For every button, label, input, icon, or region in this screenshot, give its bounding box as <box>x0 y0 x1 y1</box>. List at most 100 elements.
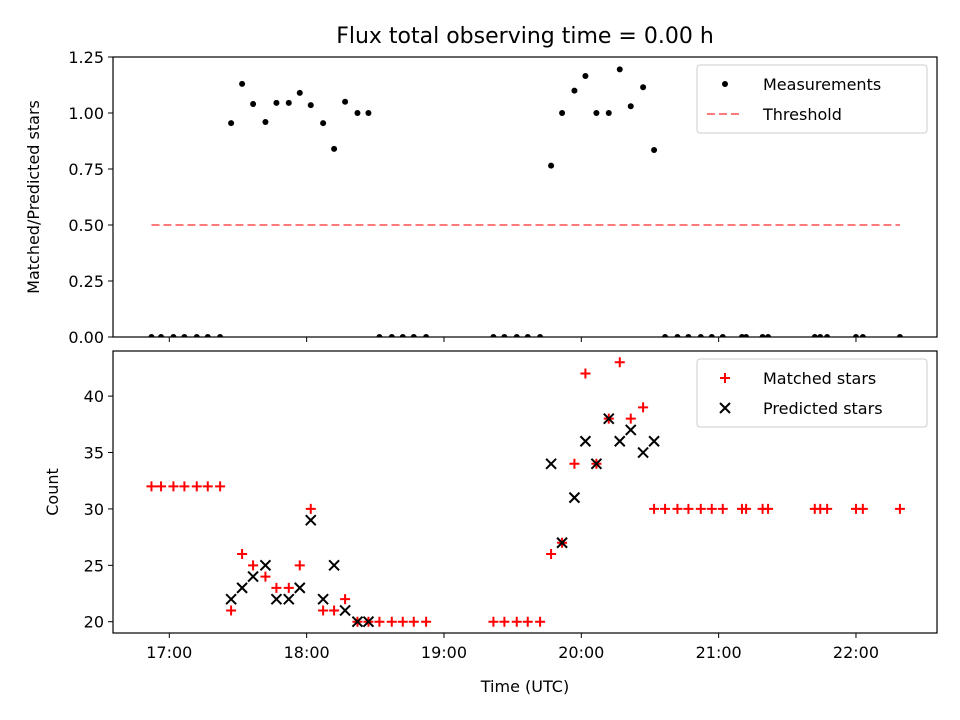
legend-box <box>696 64 928 134</box>
measurement-point <box>250 101 257 108</box>
measurement-point <box>743 334 750 337</box>
matched-star-point <box>546 549 557 560</box>
legend: Matched stars Predicted stars <box>696 358 928 428</box>
matched-star-point <box>248 560 259 571</box>
measurement-point <box>524 334 531 337</box>
predicted-star-point <box>362 616 375 628</box>
y-tick-label: 0.75 <box>68 160 104 179</box>
measurement-point <box>627 103 634 110</box>
matched-star-point <box>260 571 271 582</box>
y-tick-label: 1.00 <box>68 104 104 123</box>
plot-area <box>146 357 905 628</box>
matched-star-point <box>191 481 202 492</box>
top-panel: 0.00 0.25 0.50 0.75 1.00 1.25 Matched/Predicte… <box>24 48 938 347</box>
matched-star-point <box>763 503 774 514</box>
predicted-star-point <box>590 458 603 470</box>
matched-star-point <box>649 503 660 514</box>
plot-area <box>148 66 903 337</box>
predicted-star-point <box>236 582 248 594</box>
measurement-point <box>501 334 508 337</box>
measurement-point <box>811 334 818 337</box>
predicted-star-point <box>351 616 364 628</box>
predicted-star-point <box>283 593 295 605</box>
matched-star-point <box>397 616 408 627</box>
measurement-point <box>285 99 292 106</box>
matched-star-point <box>329 605 340 616</box>
matched-star-point <box>386 616 397 627</box>
measurement-point <box>148 334 155 337</box>
predicted-star-point <box>603 412 615 425</box>
matched-star-point <box>305 503 316 514</box>
measurement-point <box>817 334 824 337</box>
measurement-point <box>410 334 417 337</box>
measurement-point <box>605 110 612 116</box>
matched-star-point <box>179 481 190 492</box>
predicted-star-point <box>339 604 351 617</box>
legend-matched-marker <box>720 373 730 383</box>
measurement-point <box>296 89 303 96</box>
matched-star-point <box>857 503 868 514</box>
y-axis-label: Count <box>43 468 62 516</box>
measurement-point <box>399 334 406 337</box>
measurement-point <box>204 334 211 337</box>
matched-star-point <box>535 616 546 627</box>
matched-star-point <box>522 616 533 627</box>
matched-star-point <box>706 503 717 514</box>
matched-star-point <box>202 481 213 492</box>
matched-star-point <box>294 560 305 571</box>
matched-star-point <box>683 503 694 514</box>
matched-star-point <box>421 616 432 627</box>
measurement-point <box>217 334 224 337</box>
legend-predicted-marker <box>719 402 731 414</box>
measurement-point <box>697 334 704 337</box>
matched-star-point <box>638 402 649 413</box>
measurement-point <box>859 334 866 337</box>
legend-box <box>696 358 928 428</box>
matched-star-point <box>580 368 591 379</box>
predicted-star-point <box>637 446 649 459</box>
matched-star-point <box>146 481 157 492</box>
matched-star-point <box>614 357 625 368</box>
measurement-point <box>548 162 555 169</box>
matched-star-point <box>511 616 522 627</box>
matched-star-point <box>741 503 752 514</box>
measurement-point <box>181 334 188 337</box>
predicted-star-point <box>648 435 660 447</box>
legend-label: Measurements <box>763 75 881 94</box>
matched-star-point <box>237 549 248 560</box>
predicted-star-point <box>270 593 283 605</box>
measurement-point <box>170 334 177 337</box>
matched-star-point <box>894 503 905 514</box>
matched-star-point <box>672 503 683 514</box>
measurement-point <box>640 84 647 91</box>
bottom-panel: 20 25 30 35 40 17:00 18:00 19:00 20:00 21:00 22:00… <box>43 350 938 696</box>
matched-star-point <box>488 616 499 627</box>
measurement-point <box>273 99 280 106</box>
matched-star-point <box>822 503 833 514</box>
matched-star-point <box>168 481 179 492</box>
matched-star-point <box>569 458 580 469</box>
matched-star-point <box>156 481 167 492</box>
predicted-star-point <box>305 514 317 526</box>
matched-star-point <box>625 413 636 424</box>
axes-frame <box>112 350 938 634</box>
legend-measurement-marker <box>722 81 728 87</box>
matched-star-point <box>215 481 226 492</box>
predicted-star-point <box>294 582 306 594</box>
predicted-star-point <box>568 491 581 504</box>
legend: Measurements Threshold <box>696 64 928 134</box>
x-tick-label: 21:00 <box>696 643 742 662</box>
matched-star-point <box>695 503 706 514</box>
predicted-star-point <box>614 435 626 447</box>
y-tick-label: 40 <box>84 387 104 406</box>
y-axis-label: Matched/Predicted stars <box>24 100 43 294</box>
predicted-star-point <box>545 458 557 470</box>
x-tick-label: 22:00 <box>833 643 879 662</box>
measurement-point <box>307 102 314 109</box>
matched-star-point <box>283 582 294 593</box>
measurement-point <box>354 110 361 116</box>
x-tick-label: 19:00 <box>421 643 467 662</box>
measurement-point <box>537 334 544 337</box>
measurement-point <box>719 334 726 337</box>
y-tick-label: 0.00 <box>68 328 104 347</box>
